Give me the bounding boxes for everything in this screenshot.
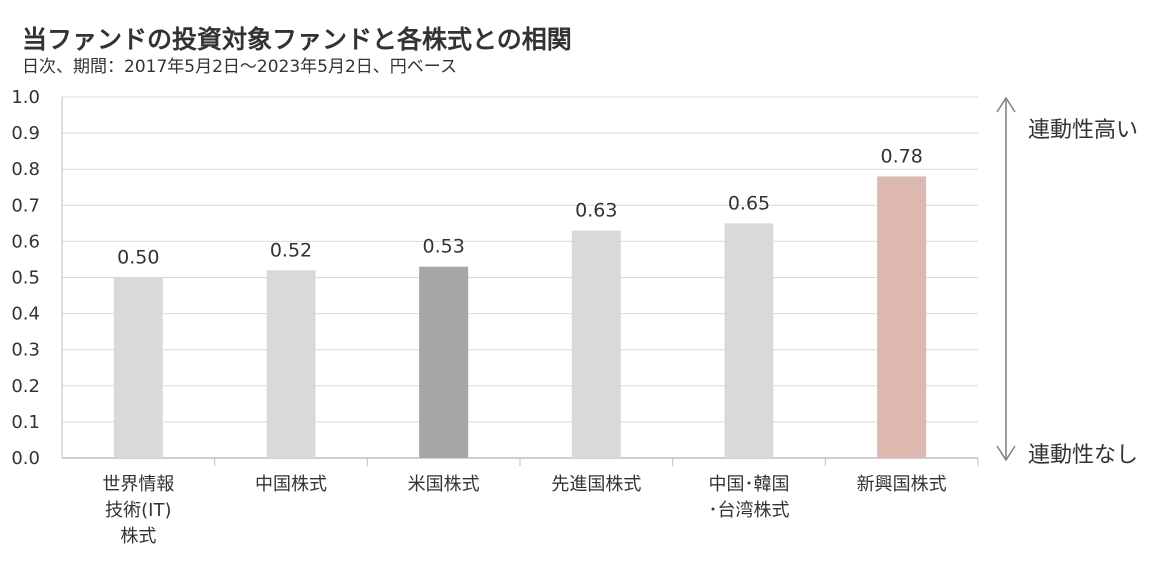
- x-tick-label: 世界情報技術(IT)株式: [102, 474, 174, 547]
- data-label: 0.50: [117, 247, 159, 269]
- data-label: 0.65: [728, 192, 770, 214]
- x-tick-label: 中国株式: [255, 474, 327, 495]
- x-tick-label: 先進国株式: [551, 474, 641, 495]
- y-tick-label: 0.1: [11, 412, 40, 433]
- y-tick-label: 0.9: [11, 123, 40, 144]
- y-tick-label: 0.6: [11, 231, 40, 252]
- category-labels: 世界情報技術(IT)株式 中国株式 米国株式 先進国株式 中国･韓国･台湾株式 新興国株式: [102, 474, 946, 547]
- x-tick-label: 中国･韓国･台湾株式: [709, 474, 790, 521]
- data-label: 0.78: [881, 145, 923, 167]
- bar: [724, 223, 774, 458]
- data-label: 0.52: [270, 239, 312, 261]
- data-label: 0.53: [423, 236, 465, 258]
- chart-subtitle: 日次、期間：2017年5月2日～2023年5月2日、円ベース: [22, 57, 457, 77]
- y-tick-label: 0.5: [11, 268, 40, 289]
- arrow-up-icon: [996, 96, 1016, 113]
- y-tick-label: 0.8: [11, 159, 40, 180]
- y-tick-label: 0.3: [11, 340, 40, 361]
- y-tick-label: 0.4: [11, 304, 40, 325]
- y-tick-label: 1.0: [11, 87, 40, 108]
- x-tick-label: 米国株式: [408, 474, 480, 495]
- bars: [113, 176, 927, 459]
- no-correlation-label: 連動性なし: [1028, 443, 1138, 468]
- high-correlation-label: 連動性高い: [1028, 118, 1138, 143]
- bar: [571, 230, 621, 458]
- y-tick-label: 0.2: [11, 376, 40, 397]
- value-labels: 0.50 0.52 0.53 0.63 0.65 0.78: [117, 145, 923, 268]
- y-tick-label: 0.0: [11, 448, 40, 469]
- grid-layer: [61, 96, 979, 466]
- data-label: 0.63: [575, 200, 617, 222]
- bar: [266, 270, 316, 458]
- y-axis-ticks: 0.0 0.1 0.2 0.3 0.4 0.5 0.6 0.7 0.8 0.9 1.0: [11, 87, 40, 469]
- x-tick-label: 新興国株式: [857, 474, 947, 495]
- bar: [877, 176, 927, 459]
- chart-title: 当ファンドの投資対象ファンドと各株式との相関: [22, 25, 572, 54]
- y-tick-label: 0.7: [11, 195, 40, 216]
- bar: [419, 266, 469, 458]
- arrow-down-icon: [996, 445, 1016, 462]
- bar: [113, 277, 163, 458]
